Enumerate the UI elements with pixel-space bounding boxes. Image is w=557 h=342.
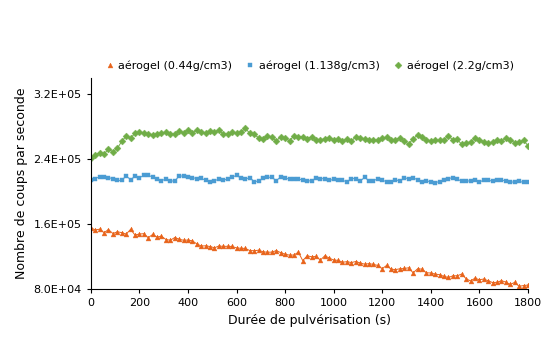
- aérogel (1.138g/cm3): [317, 176, 324, 181]
- aérogel (2.2g/cm3): [87, 156, 94, 160]
- X-axis label: Durée de pulvérisation (s): Durée de pulvérisation (s): [228, 314, 391, 327]
- Legend: aérogel (0.44g/cm3), aérogel (1.138g/cm3), aérogel (2.2g/cm3): aérogel (0.44g/cm3), aérogel (1.138g/cm3…: [101, 56, 518, 75]
- aérogel (0.44g/cm3): [502, 280, 509, 284]
- aérogel (1.138g/cm3): [193, 176, 200, 181]
- aérogel (2.2g/cm3): [353, 134, 359, 139]
- aérogel (0.44g/cm3): [87, 226, 94, 230]
- aérogel (1.138g/cm3): [432, 181, 438, 185]
- aérogel (1.138g/cm3): [87, 177, 94, 182]
- aérogel (1.138g/cm3): [353, 176, 359, 181]
- aérogel (1.138g/cm3): [511, 180, 518, 184]
- aérogel (2.2g/cm3): [317, 138, 324, 142]
- aérogel (0.44g/cm3): [525, 283, 531, 287]
- aérogel (2.2g/cm3): [189, 131, 196, 135]
- aérogel (2.2g/cm3): [172, 132, 178, 136]
- aérogel (2.2g/cm3): [507, 138, 514, 142]
- aérogel (0.44g/cm3): [489, 280, 496, 285]
- Line: aérogel (2.2g/cm3): aérogel (2.2g/cm3): [89, 126, 530, 160]
- Line: aérogel (1.138g/cm3): aérogel (1.138g/cm3): [89, 173, 530, 185]
- aérogel (0.44g/cm3): [516, 284, 522, 288]
- aérogel (0.44g/cm3): [189, 239, 196, 243]
- aérogel (0.44g/cm3): [172, 236, 178, 240]
- aérogel (2.2g/cm3): [494, 138, 500, 142]
- aérogel (1.138g/cm3): [498, 178, 505, 182]
- Line: aérogel (0.44g/cm3): aérogel (0.44g/cm3): [89, 225, 530, 289]
- aérogel (2.2g/cm3): [242, 127, 249, 131]
- aérogel (1.138g/cm3): [525, 180, 531, 184]
- aérogel (1.138g/cm3): [176, 174, 183, 179]
- Y-axis label: Nombre de coups par seconde: Nombre de coups par seconde: [15, 88, 28, 279]
- aérogel (0.44g/cm3): [312, 254, 319, 259]
- aérogel (1.138g/cm3): [140, 173, 147, 177]
- aérogel (0.44g/cm3): [348, 261, 355, 265]
- aérogel (2.2g/cm3): [525, 144, 531, 148]
